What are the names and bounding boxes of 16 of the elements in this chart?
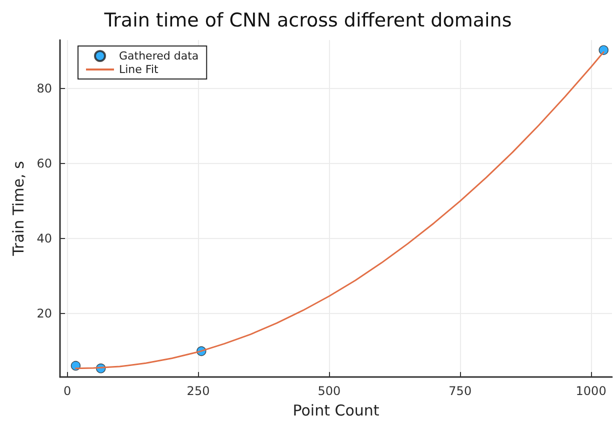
x-tick-label: 1000 (576, 384, 606, 398)
x-tick-label: 250 (186, 384, 210, 398)
x-axis-title: Point Count (292, 402, 380, 420)
y-axis-title: Train Time, s (9, 160, 28, 257)
legend-label: Line Fit (119, 63, 160, 76)
point (70, 360, 81, 371)
x-tick-label: 750 (448, 384, 472, 398)
chart-title: Train time of CNN across different domains (103, 10, 512, 32)
y-tick-label: 20 (36, 306, 52, 320)
y-tick-label: 60 (36, 156, 52, 171)
legend-label: Gathered data (119, 50, 199, 62)
point (598, 45, 608, 55)
y-tick-label: 80 (36, 82, 52, 96)
x-tick-label: 500 (318, 384, 341, 398)
y-tick-label: 40 (36, 231, 52, 246)
x-tick-label: 0 (64, 384, 72, 398)
